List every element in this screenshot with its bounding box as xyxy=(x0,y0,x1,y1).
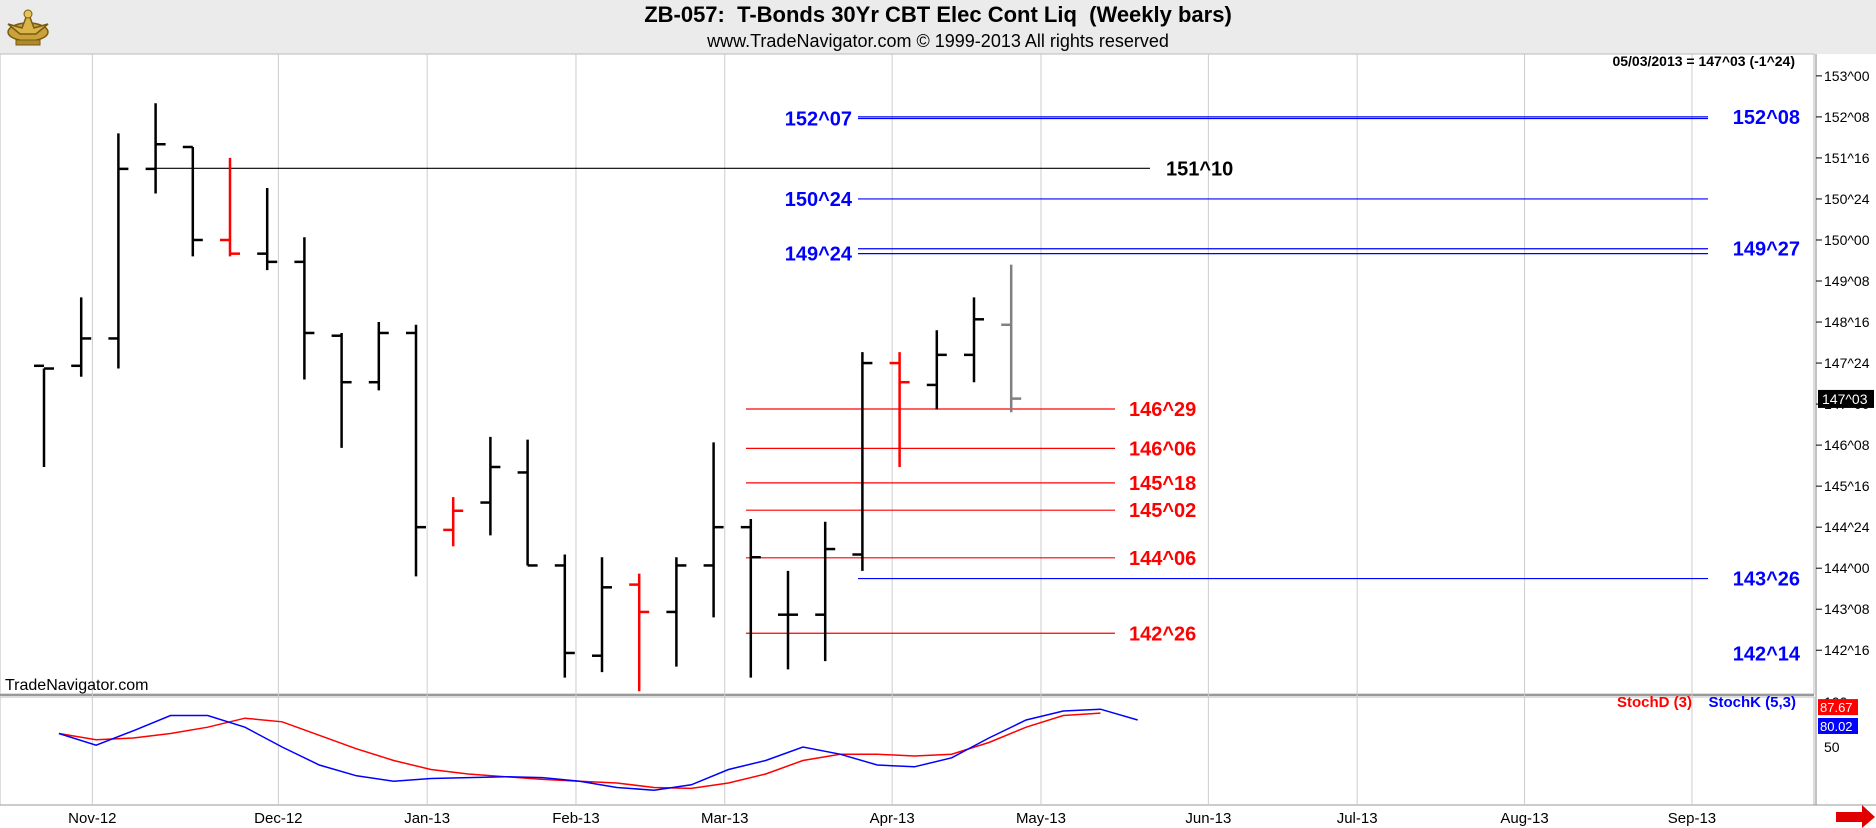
x-tick-label: Jan-13 xyxy=(404,810,450,827)
stochastic-panel-frame xyxy=(0,696,1815,806)
scroll-right-arrow-icon[interactable] xyxy=(1836,805,1875,828)
last-price-label: 147^03 xyxy=(1822,391,1868,407)
y-tick-label: 144^24 xyxy=(1824,519,1870,535)
legend-stoch-k: StochK (5,3) xyxy=(1708,694,1796,711)
level-label: 152^08 xyxy=(1733,107,1800,129)
stoch-last-label: 87.67 xyxy=(1820,700,1853,715)
y-tick-label: 148^16 xyxy=(1824,314,1870,330)
x-tick-label: May-13 xyxy=(1016,810,1066,827)
chart-title: ZB-057: T-Bonds 30Yr CBT Elec Cont Liq (… xyxy=(644,2,1232,27)
stoch-last-label: 80.02 xyxy=(1820,719,1853,734)
level-label: 151^10 xyxy=(1166,158,1233,180)
x-tick-label: Sep-13 xyxy=(1668,810,1716,827)
x-tick-label: Jul-13 xyxy=(1337,810,1378,827)
y-tick-label: 150^00 xyxy=(1824,232,1870,248)
eagle-logo-icon xyxy=(7,9,49,46)
x-tick-label: Nov-12 xyxy=(68,810,116,827)
stoch-last-tag xyxy=(1818,717,1858,734)
last-price-info: 05/03/2013 = 147^03 (-1^24) xyxy=(1612,53,1795,69)
y-tick-label: 142^16 xyxy=(1824,642,1870,658)
stoch-series-line xyxy=(58,708,1138,791)
watermark-text: TradeNavigator.com xyxy=(5,677,148,694)
level-label: 146^29 xyxy=(1129,399,1196,421)
copyright-subtitle: www.TradeNavigator.com © 1999-2013 All r… xyxy=(707,31,1169,51)
stoch-series-line xyxy=(58,712,1101,790)
level-label: 145^02 xyxy=(1129,500,1196,522)
level-label: 145^18 xyxy=(1129,473,1196,495)
y-tick-label: 147^24 xyxy=(1824,355,1870,371)
x-tick-label: Mar-13 xyxy=(701,810,749,827)
y-tick-label: 145^16 xyxy=(1824,478,1870,494)
x-tick-label: Feb-13 xyxy=(552,810,600,827)
y-tick-label: 150^24 xyxy=(1824,191,1870,207)
legend-stoch-d: StochD (3) xyxy=(1617,694,1692,711)
level-label: 146^06 xyxy=(1129,438,1196,460)
level-label: 149^27 xyxy=(1733,239,1800,261)
y-tick-label: 146^08 xyxy=(1824,437,1870,453)
price-panel-frame xyxy=(0,53,1815,695)
y-tick-label: 144^00 xyxy=(1824,560,1870,576)
level-label: 142^14 xyxy=(1733,644,1801,666)
stoch-y-tick-label: 50 xyxy=(1824,739,1840,755)
x-tick-label: Apr-13 xyxy=(870,810,915,827)
x-tick-label: Aug-13 xyxy=(1500,810,1548,827)
y-tick-label: 143^08 xyxy=(1824,601,1870,617)
level-label: 142^26 xyxy=(1129,623,1196,645)
level-label: 144^06 xyxy=(1129,548,1196,570)
level-label: 149^24 xyxy=(785,244,853,266)
level-label: 152^07 xyxy=(785,109,852,131)
x-tick-label: Dec-12 xyxy=(254,810,302,827)
last-price-tag xyxy=(1818,389,1874,408)
stoch-last-tag xyxy=(1818,699,1858,716)
x-tick-label: Jun-13 xyxy=(1185,810,1231,827)
level-label: 143^26 xyxy=(1733,569,1800,591)
y-tick-label: 149^08 xyxy=(1824,273,1870,289)
chart-header: ZB-057: T-Bonds 30Yr CBT Elec Cont Liq (… xyxy=(0,0,1876,54)
y-tick-label: 151^16 xyxy=(1824,150,1870,166)
level-label: 150^24 xyxy=(785,189,853,211)
y-tick-label: 152^08 xyxy=(1824,109,1870,125)
y-tick-label: 153^00 xyxy=(1824,68,1870,84)
